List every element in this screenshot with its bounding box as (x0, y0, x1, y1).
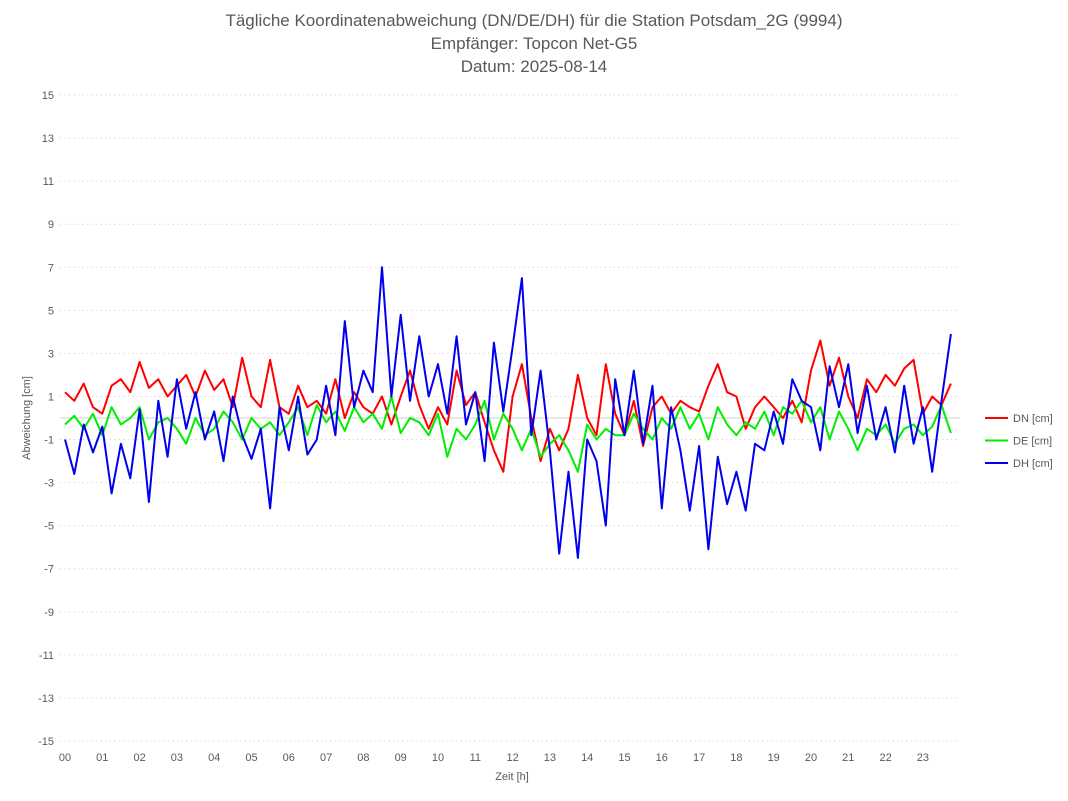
x-axis-label: Zeit [h] (495, 771, 529, 783)
x-tick-label: 02 (133, 752, 145, 764)
y-tick-label: -13 (38, 693, 54, 705)
chart-subtitle-receiver: Empfänger: Topcon Net-G5 (430, 34, 638, 53)
x-tick-label: 14 (581, 752, 593, 764)
y-tick-label: -5 (44, 521, 54, 533)
y-tick-label: 7 (48, 262, 54, 274)
x-tick-label: 01 (96, 752, 108, 764)
x-tick-label: 12 (506, 752, 518, 764)
y-tick-label: 13 (42, 133, 54, 145)
x-tick-label: 06 (283, 752, 295, 764)
x-tick-label: 15 (618, 752, 630, 764)
x-tick-label: 09 (395, 752, 407, 764)
y-tick-label: -11 (39, 650, 54, 662)
x-tick-label: 11 (470, 752, 481, 764)
x-tick-label: 04 (208, 752, 220, 764)
y-tick-label: 3 (48, 348, 54, 360)
x-tick-label: 07 (320, 752, 332, 764)
x-tick-label: 16 (656, 752, 668, 764)
x-tick-label: 23 (917, 752, 929, 764)
x-tick-label: 17 (693, 752, 705, 764)
y-tick-label: -3 (44, 478, 54, 490)
chart-subtitle-date: Datum: 2025-08-14 (460, 57, 608, 76)
y-tick-label: 15 (42, 90, 54, 102)
series-line-dh (64, 266, 952, 559)
x-tick-label: 00 (59, 752, 71, 764)
x-tick-label: 22 (879, 752, 891, 764)
x-tick-label: 10 (432, 752, 444, 764)
y-tick-label: -7 (44, 564, 54, 576)
legend-label: DH [cm] (1013, 458, 1053, 470)
y-tick-label: -15 (38, 736, 54, 748)
x-tick-label: 21 (842, 752, 854, 764)
legend-label: DN [cm] (1013, 413, 1053, 425)
y-tick-label: -1 (44, 435, 54, 447)
x-tick-label: 13 (544, 752, 556, 764)
x-tick-label: 05 (245, 752, 257, 764)
y-tick-label: -9 (44, 607, 54, 619)
x-tick-label: 18 (730, 752, 742, 764)
x-tick-label: 20 (805, 752, 817, 764)
x-tick-label: 19 (768, 752, 780, 764)
x-tick-label: 03 (171, 752, 183, 764)
y-tick-label: 5 (48, 305, 54, 317)
x-tick-label: 08 (357, 752, 369, 764)
series-line-dn (64, 339, 952, 473)
legend-label: DE [cm] (1013, 436, 1052, 448)
y-tick-label: 11 (43, 176, 54, 188)
chart-title: Tägliche Koordinatenabweichung (DN/DE/DH… (225, 11, 843, 30)
y-tick-label: 9 (48, 219, 54, 231)
series-line-de (64, 395, 952, 473)
y-tick-label: 1 (48, 391, 54, 403)
y-axis-label: Abweichung [cm] (21, 376, 33, 460)
